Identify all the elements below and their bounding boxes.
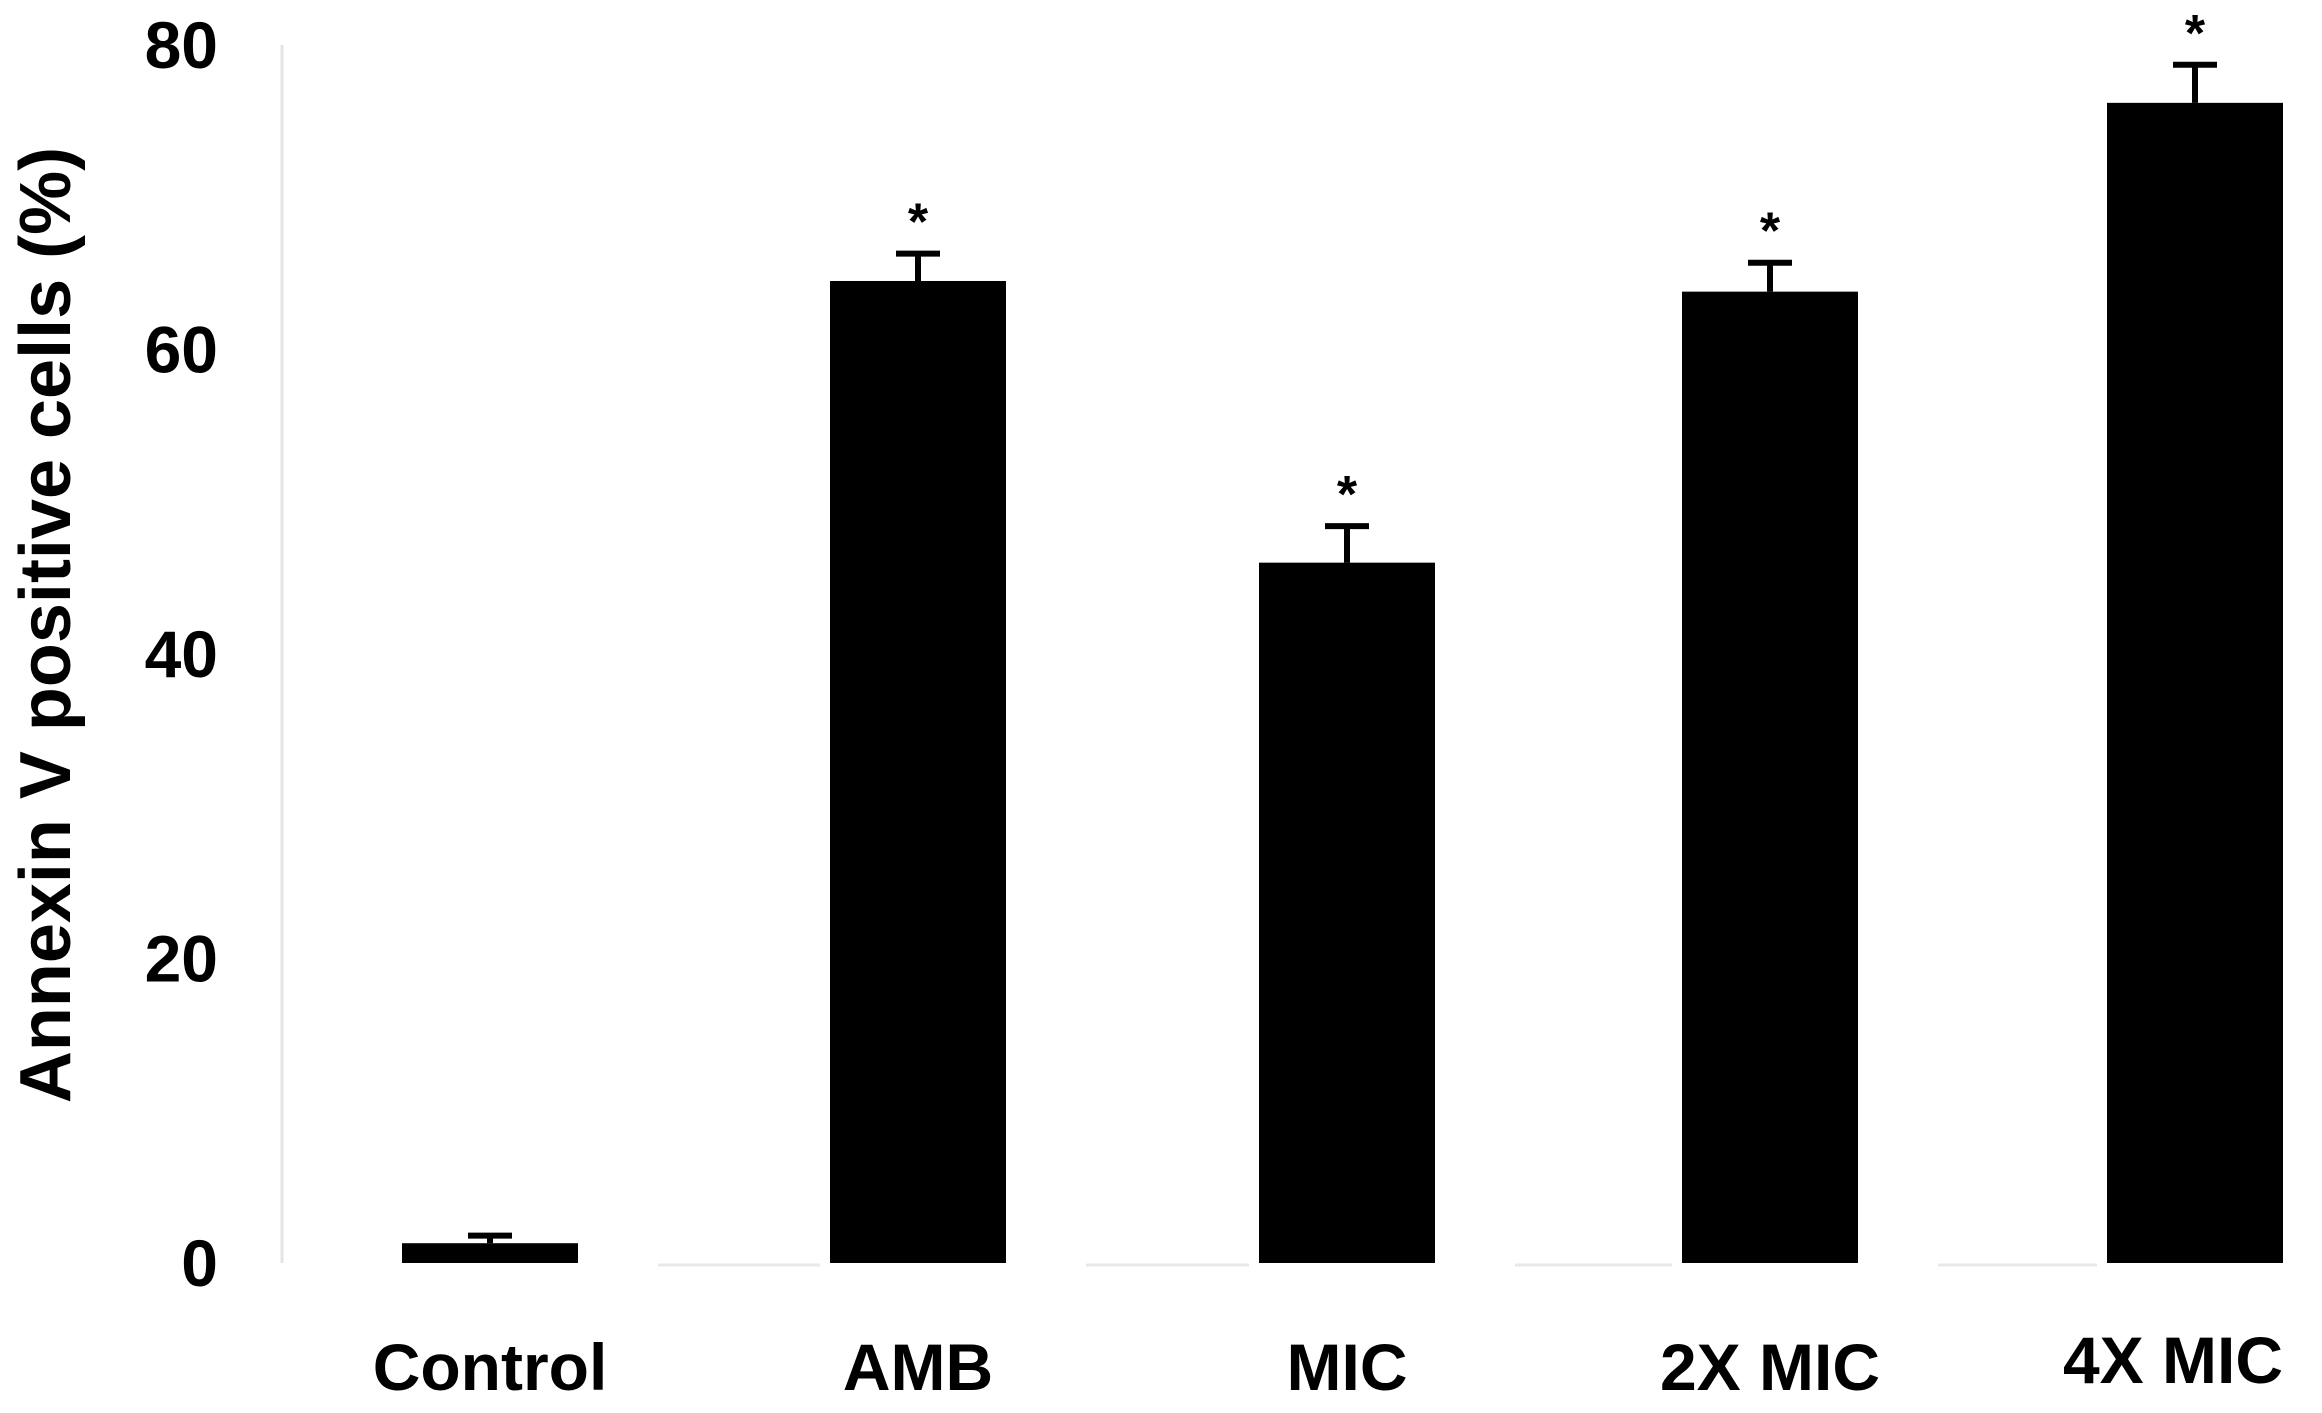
bar <box>830 280 1006 1263</box>
bar <box>1682 291 1858 1263</box>
y-tick-label: 40 <box>145 617 218 691</box>
y-tick-label: 0 <box>181 1226 218 1300</box>
x-category-label: 4X MIC <box>2063 1323 2283 1397</box>
bar <box>2107 102 2283 1264</box>
significance-mark: * <box>908 194 929 252</box>
x-category-label: Control <box>373 1330 608 1404</box>
y-tick-label: 80 <box>145 8 218 82</box>
x-category-label: 2X MIC <box>1660 1330 1880 1404</box>
y-axis-title: Annexin V positive cells (%) <box>6 147 86 1103</box>
bar <box>1259 562 1435 1263</box>
significance-marks: * * * * <box>908 5 2206 524</box>
x-category-labels: Control AMB MIC 2X MIC 4X MIC <box>373 1323 2283 1404</box>
x-category-label: AMB <box>843 1330 993 1404</box>
error-bars <box>468 61 2217 1244</box>
significance-mark: * <box>1760 203 1781 261</box>
significance-mark: * <box>1337 466 1358 524</box>
significance-mark: * <box>2185 5 2206 63</box>
y-tick-label: 20 <box>145 922 218 996</box>
y-tick-label: 60 <box>145 313 218 387</box>
bars <box>402 102 2283 1264</box>
y-axis <box>280 45 2097 1267</box>
bar <box>402 1243 578 1263</box>
x-category-label: MIC <box>1287 1330 1408 1404</box>
y-tick-labels: 0 20 40 60 80 <box>145 8 218 1300</box>
